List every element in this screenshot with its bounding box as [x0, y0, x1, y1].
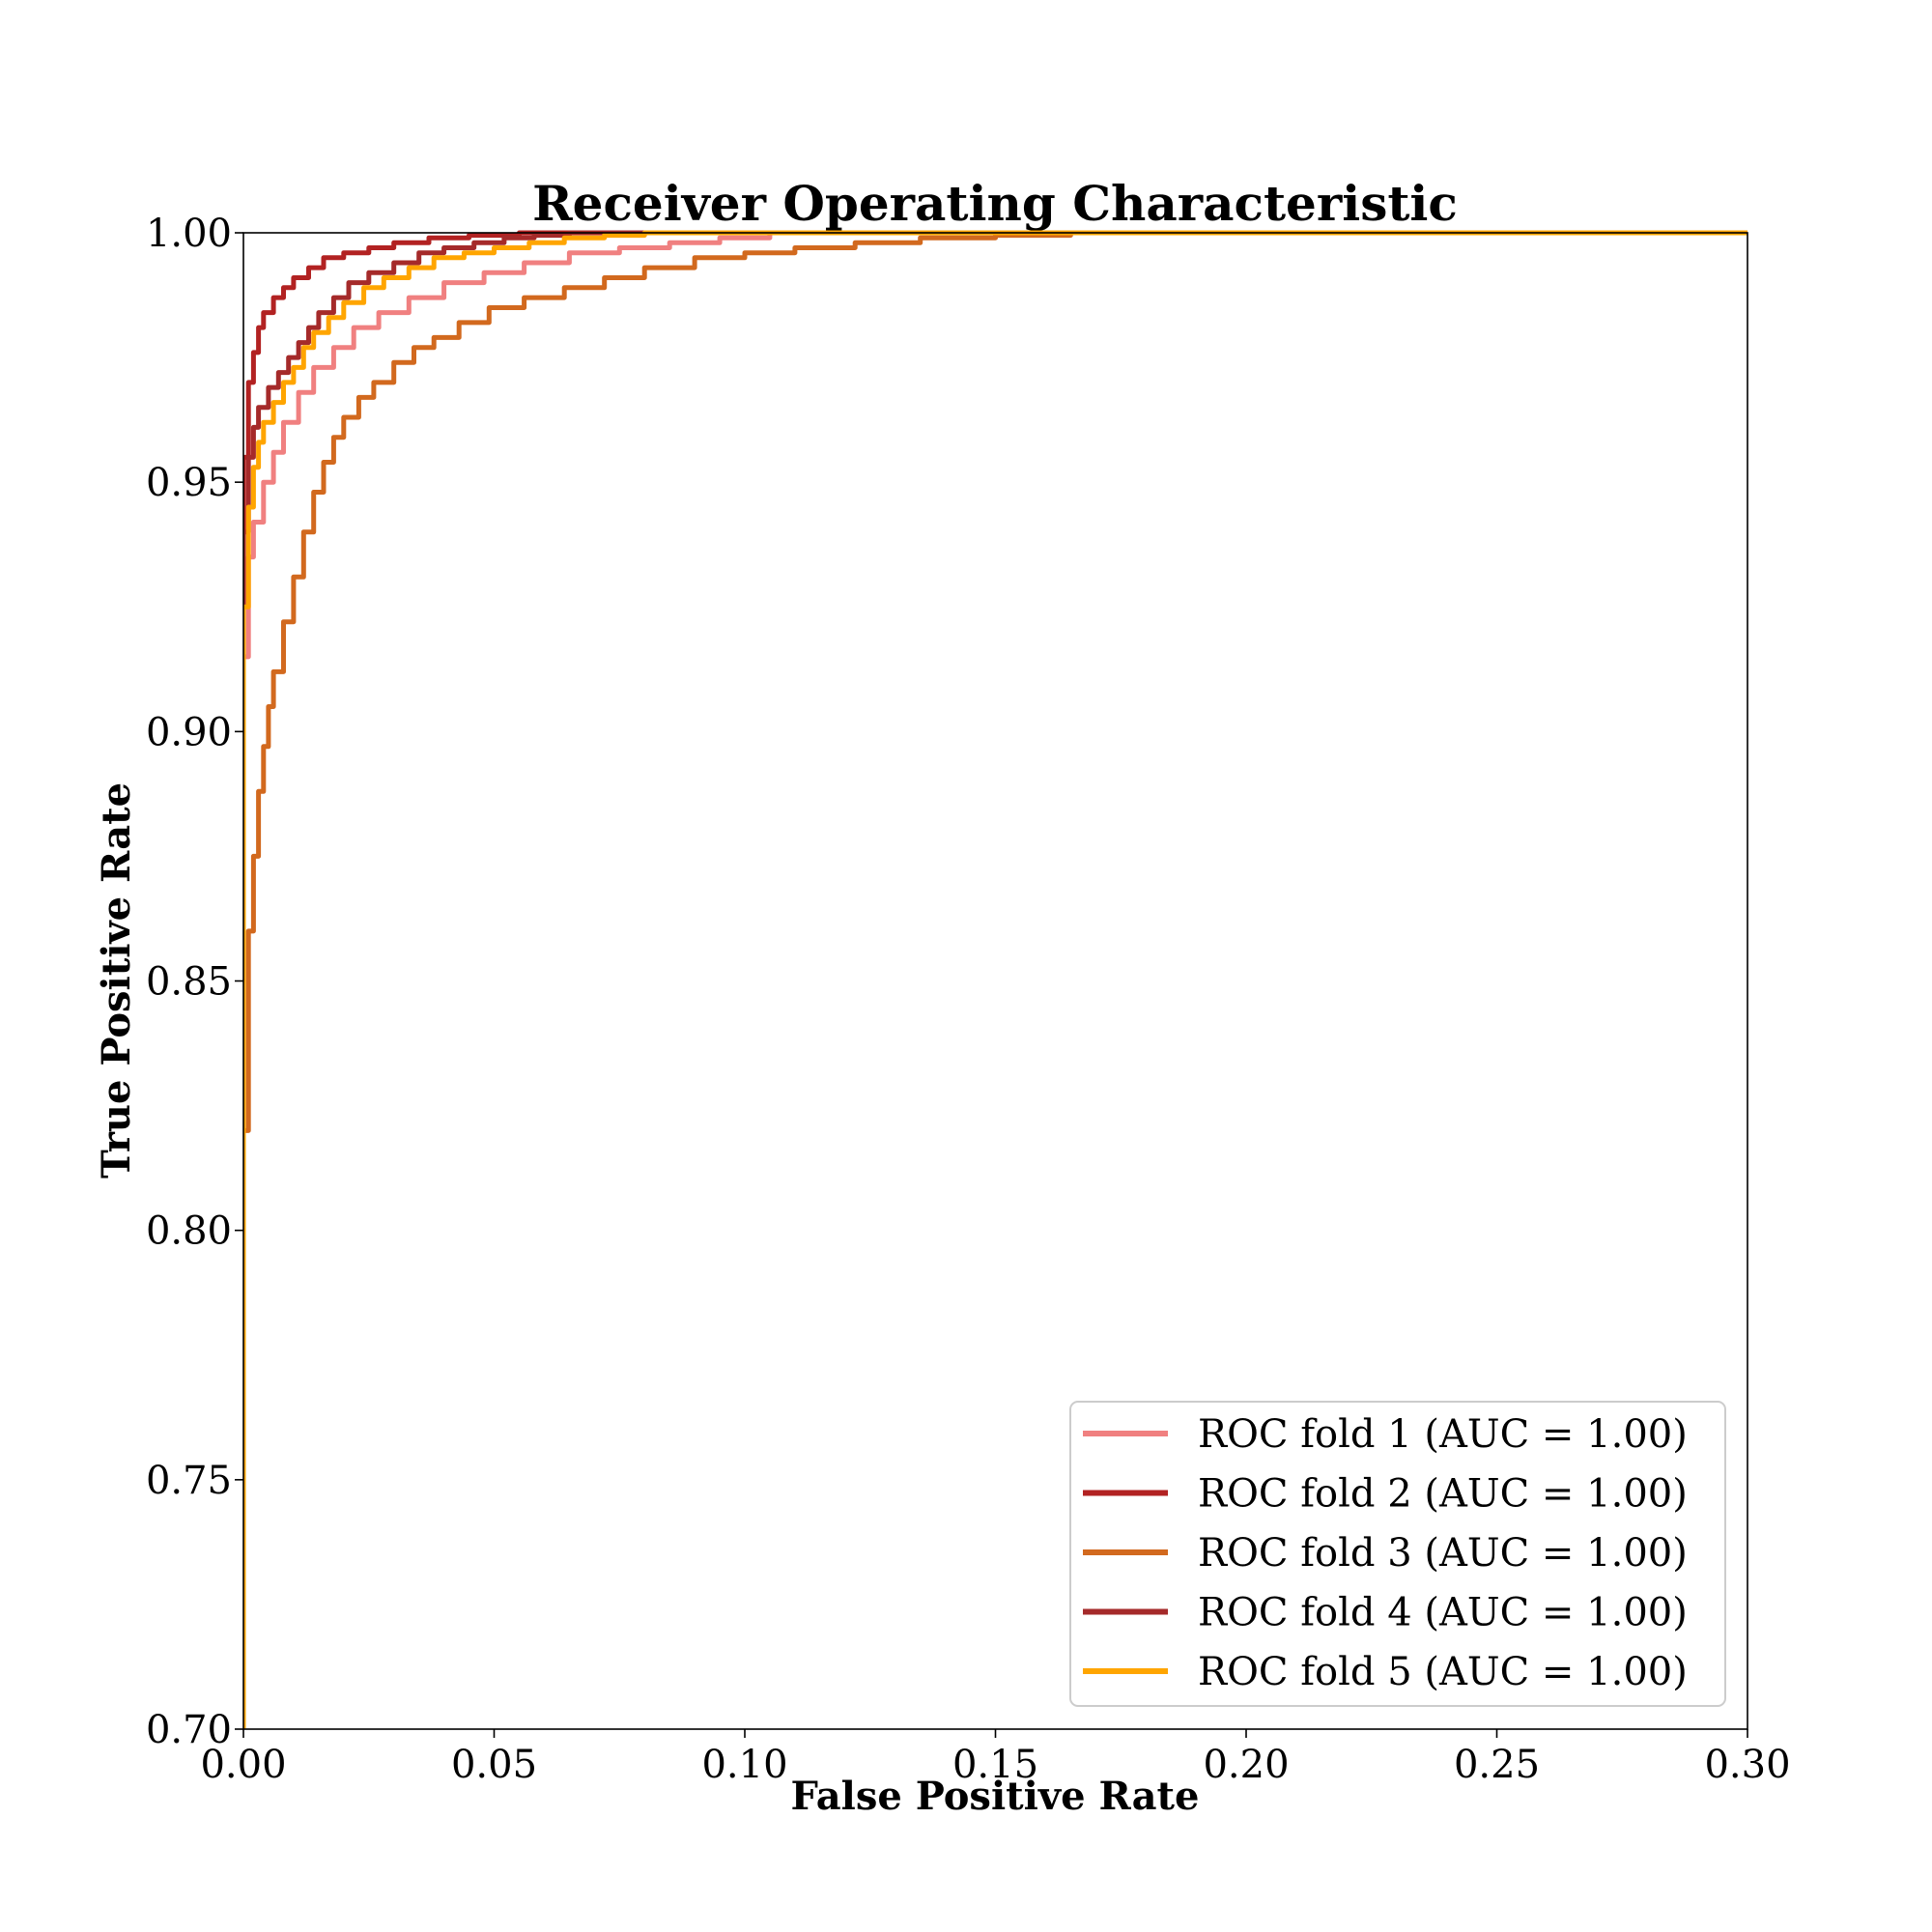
x-tick-label: 0.25 — [1454, 1743, 1540, 1787]
legend-box — [1069, 1401, 1726, 1707]
roc-curve-fold-4 — [243, 230, 1747, 1729]
y-tick-label: 0.85 — [146, 960, 232, 1005]
x-axis-label: False Positive Rate — [791, 1774, 1200, 1819]
roc-curve-fold-2 — [243, 230, 1747, 1729]
roc-curve-fold-1 — [243, 230, 1747, 1729]
roc-curve-fold-3 — [243, 230, 1747, 1729]
roc-curve-fold-5 — [243, 230, 1747, 1729]
y-tick-label: 0.75 — [146, 1459, 232, 1503]
y-axis-label: True Positive Rate — [94, 782, 139, 1179]
legend-label-fold-2: ROC fold 2 (AUC = 1.00) — [1198, 1472, 1688, 1517]
x-tick-label: 0.05 — [451, 1743, 537, 1787]
x-axis: 0.00 0.05 0.10 0.15 0.20 0.25 0.30 — [200, 1729, 1791, 1787]
y-tick-label: 0.90 — [146, 710, 232, 754]
chart-title: Receiver Operating Characteristic — [532, 175, 1458, 232]
y-tick-label: 0.95 — [146, 461, 232, 505]
legend-label-fold-1: ROC fold 1 (AUC = 1.00) — [1198, 1412, 1688, 1457]
y-axis: 0.70 0.75 0.80 0.85 0.90 0.95 1.00 — [146, 212, 243, 1752]
legend-label-fold-3: ROC fold 3 (AUC = 1.00) — [1198, 1531, 1688, 1576]
legend-label-fold-5: ROC fold 5 (AUC = 1.00) — [1198, 1650, 1688, 1694]
y-tick-label: 0.80 — [146, 1209, 232, 1254]
series-group — [243, 230, 1747, 1729]
x-tick-label: 0.30 — [1704, 1743, 1790, 1787]
x-tick-label: 0.10 — [701, 1743, 787, 1787]
legend: ROC fold 1 (AUC = 1.00) ROC fold 2 (AUC =… — [1069, 1401, 1726, 1707]
y-tick-label: 0.70 — [146, 1708, 232, 1752]
y-tick-label: 1.00 — [146, 212, 232, 256]
x-tick-label: 0.20 — [1203, 1743, 1289, 1787]
legend-label-fold-4: ROC fold 4 (AUC = 1.00) — [1198, 1591, 1688, 1635]
x-tick-label: 0.15 — [952, 1743, 1038, 1787]
x-tick-label: 0.00 — [200, 1743, 286, 1787]
plot-area — [243, 230, 1747, 1729]
